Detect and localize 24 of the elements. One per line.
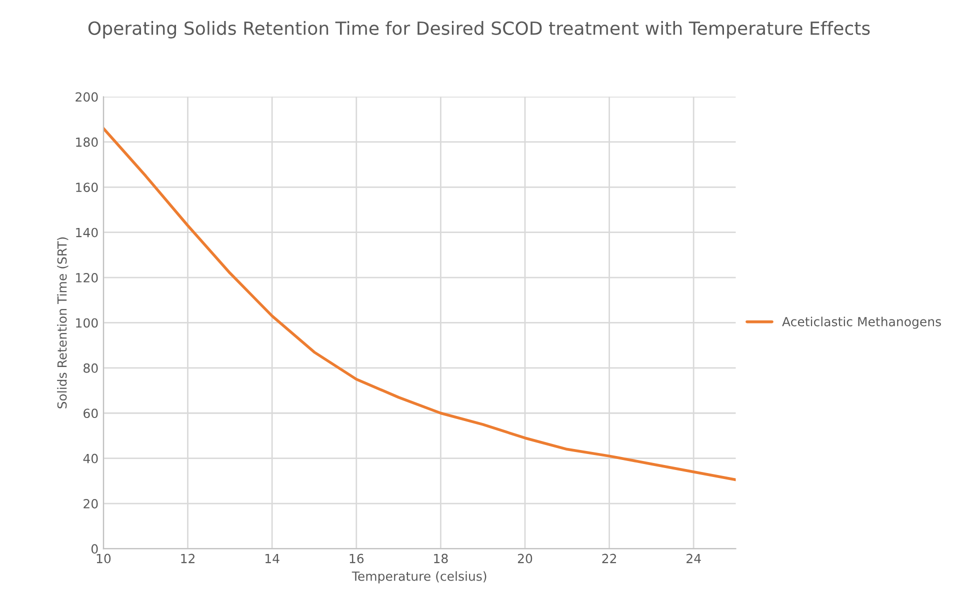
y-tick-label: 180 bbox=[76, 137, 98, 147]
x-tick-label: 18 bbox=[434, 554, 448, 564]
x-tick-label: 24 bbox=[686, 554, 701, 564]
legend-label: Aceticlastic Methanogens bbox=[782, 316, 941, 329]
y-tick-label: 120 bbox=[76, 273, 98, 282]
y-tick-label: 80 bbox=[84, 363, 98, 373]
x-tick-label: 16 bbox=[350, 554, 364, 564]
y-tick-label: 60 bbox=[84, 408, 98, 418]
y-tick-label: 200 bbox=[76, 92, 98, 102]
y-tick-label: 40 bbox=[83, 454, 98, 464]
x-tick-label: 14 bbox=[265, 554, 280, 564]
y-tick-label: 20 bbox=[84, 498, 98, 508]
x-tick-label: 22 bbox=[602, 554, 616, 564]
y-tick-label: 0 bbox=[91, 544, 98, 554]
x-tick-label: 12 bbox=[181, 554, 194, 564]
y-axis-title: Solids Retention Time (SRT) bbox=[57, 237, 68, 408]
y-tick-label: 100 bbox=[76, 318, 98, 328]
y-tick-label: 140 bbox=[76, 228, 98, 238]
x-tick-label: 10 bbox=[96, 554, 111, 564]
line-series bbox=[103, 127, 736, 482]
x-axis-title: Temperature (celsius) bbox=[352, 571, 486, 584]
x-tick-label: 20 bbox=[518, 554, 532, 564]
y-tick-label: 160 bbox=[76, 182, 98, 192]
chart-title: Operating Solids Retention Time for Desired SCOD treatment with Temperature Effects bbox=[88, 21, 870, 39]
